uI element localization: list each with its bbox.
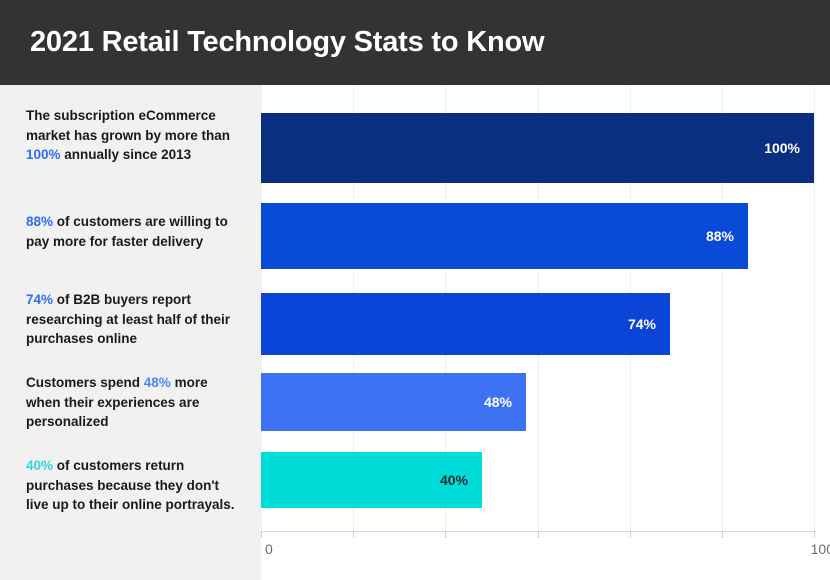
bar-value-label: 74% [627, 316, 656, 332]
stat-percent-highlight: 100% [26, 147, 61, 162]
stat-text-2: 88% of customers are willing to pay more… [26, 212, 244, 251]
axis-tick [261, 531, 262, 538]
bar-value-label: 48% [483, 394, 512, 410]
header-bar: 2021 Retail Technology Stats to Know [0, 0, 830, 85]
bar-4[interactable]: 48% [261, 373, 526, 431]
stat-percent-highlight: 88% [26, 214, 54, 229]
bar-5[interactable]: 40% [261, 452, 482, 508]
stat-text-suffix: of B2B buyers report researching at leas… [26, 292, 231, 346]
axis-tick [353, 531, 354, 538]
stat-text-5: 40% of customers return purchases becaus… [26, 456, 244, 515]
stat-text-4: Customers spend 48% more when their expe… [26, 373, 244, 432]
stat-text-suffix: of customers are willing to pay more for… [26, 214, 228, 249]
axis-tick [722, 531, 723, 538]
bar-value-label: 88% [705, 228, 734, 244]
bar-value-label: 40% [439, 472, 468, 488]
axis-tick [630, 531, 631, 538]
gridline [722, 85, 723, 531]
stat-text-prefix: Customers spend [26, 375, 144, 390]
stat-text-3: 74% of B2B buyers report researching at … [26, 290, 244, 349]
x-axis-tick-label: 0 [265, 541, 273, 557]
stat-text-prefix: The subscription eCommerce market has gr… [26, 108, 231, 143]
bar-2[interactable]: 88% [261, 203, 748, 269]
stat-text-suffix: annually since 2013 [60, 147, 192, 162]
bar-3[interactable]: 74% [261, 293, 670, 355]
stat-percent-highlight: 74% [26, 292, 54, 307]
stat-percent-highlight: 40% [26, 458, 54, 473]
page-title: 2021 Retail Technology Stats to Know [30, 26, 545, 58]
x-axis-tick-label: 100 [810, 541, 830, 557]
stat-percent-highlight: 48% [143, 375, 171, 390]
axis-tick [814, 531, 815, 538]
bar-chart-plot-area: 0 100 100% 88% 74% 48% 40% [261, 85, 830, 580]
gridline [814, 85, 815, 531]
axis-tick [538, 531, 539, 538]
bar-value-label: 100% [764, 140, 800, 156]
stat-text-suffix: more when their experiences are personal… [26, 375, 208, 429]
bar-1[interactable]: 100% [261, 113, 814, 183]
axis-tick [445, 531, 446, 538]
stats-sidebar: The subscription eCommerce market has gr… [0, 85, 261, 580]
stat-text-1: The subscription eCommerce market has gr… [26, 106, 244, 165]
stat-text-suffix: of customers return purchases because th… [26, 458, 235, 512]
